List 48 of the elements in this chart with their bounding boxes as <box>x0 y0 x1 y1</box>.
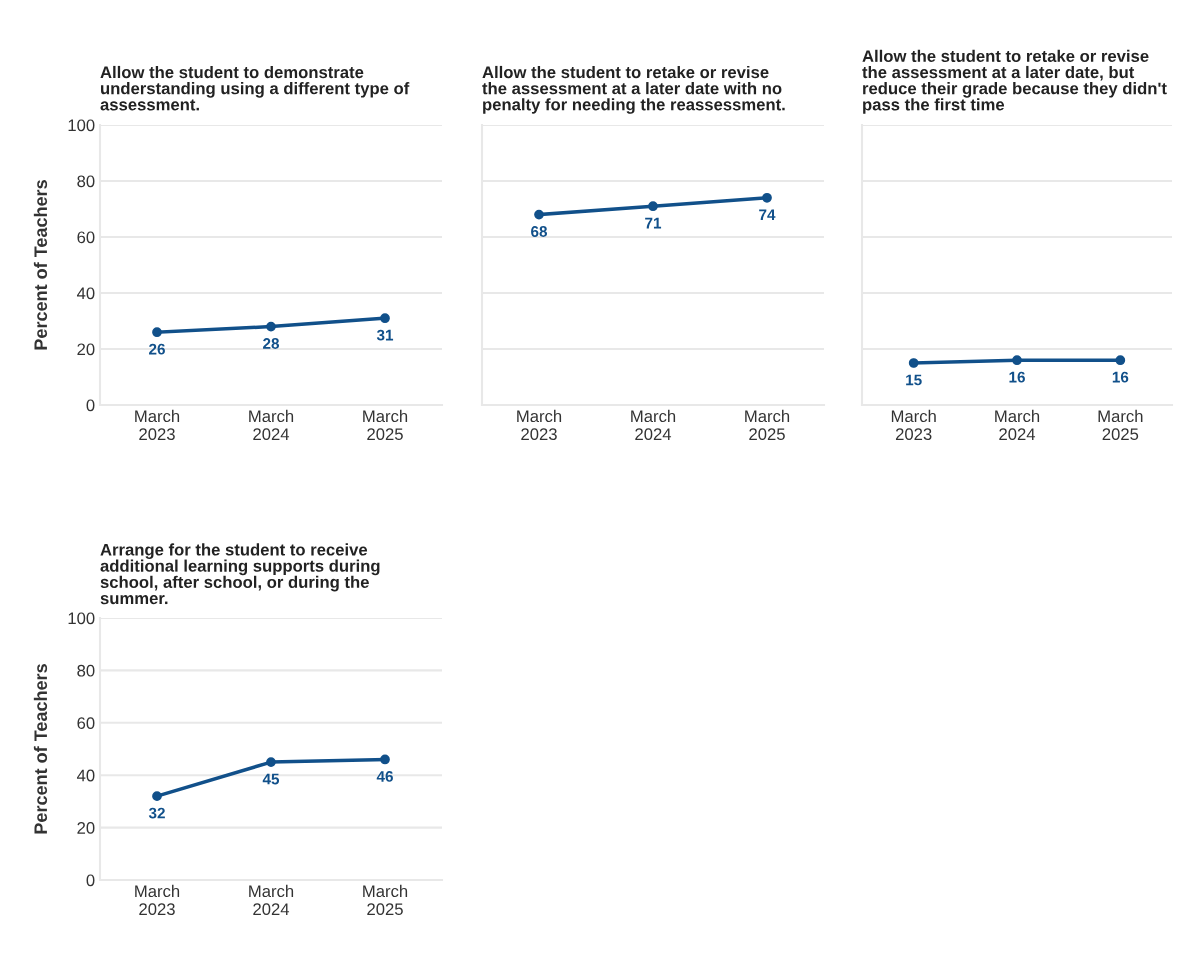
data-label: 68 <box>531 226 548 237</box>
y-tick-label: 60 <box>77 231 95 244</box>
data-label: 31 <box>376 329 394 341</box>
data-label: 71 <box>645 217 662 229</box>
data-label: 26 <box>149 343 165 355</box>
x-tick-label: March 2024 <box>249 409 294 441</box>
y-tick-label: 80 <box>77 664 95 677</box>
chart-title: Arrange for the student to receive additional learning supports during school, after school, or during the summer. <box>100 543 380 605</box>
data-label: 16 <box>1112 371 1129 383</box>
point <box>152 327 162 338</box>
data-label: 28 <box>263 338 280 349</box>
data-label: 45 <box>262 773 280 785</box>
y-tick-label: 60 <box>77 717 95 729</box>
y-axis-title: Percent of Teachers <box>33 180 48 350</box>
x-tick-label: March 2024 <box>995 409 1040 441</box>
x-tick-label: March 2023 <box>517 409 562 441</box>
y-tick-label: 100 <box>68 612 95 625</box>
y-tick-label: 0 <box>86 874 95 887</box>
x-tick-label: March 2023 <box>135 409 180 441</box>
x-tick-label: March 2024 <box>631 409 676 441</box>
y-tick-label: 20 <box>77 343 95 356</box>
x-tick-label: March 2025 <box>363 884 408 916</box>
x-tick-label: March 2025 <box>745 409 790 441</box>
x-tick-label: March 2024 <box>249 884 294 916</box>
data-label: 15 <box>906 374 922 386</box>
x-tick-label: March 2025 <box>363 409 408 441</box>
y-tick-label: 20 <box>77 822 95 834</box>
x-tick-label: March 2025 <box>1098 409 1143 441</box>
data-label: 74 <box>759 209 776 220</box>
y-tick-label: 0 <box>86 399 95 412</box>
data-label: 32 <box>148 807 165 819</box>
point <box>152 791 162 802</box>
y-tick-label: 80 <box>77 175 95 188</box>
data-label: 16 <box>1009 371 1025 383</box>
chart-title: Allow the student to retake or revise the assessment at a later date, but reduce their grade because they didn't pass the first time <box>862 49 1167 114</box>
point <box>380 754 390 765</box>
y-tick-label: 40 <box>76 287 95 300</box>
x-tick-label: March 2023 <box>135 884 180 916</box>
y-axis-title: Percent of Teachers <box>33 664 48 834</box>
point <box>266 757 276 767</box>
y-tick-label: 40 <box>76 769 95 782</box>
y-tick-label: 100 <box>68 119 95 132</box>
point <box>380 313 390 324</box>
point <box>266 321 276 332</box>
x-tick-label: March 2023 <box>891 409 936 441</box>
chart-title: Allow the student to demonstrate understanding using a different type of assessment. <box>100 65 410 111</box>
data-label: 46 <box>376 770 393 782</box>
chart-title: Allow the student to retake or revise the assessment at a later date with no penalty for needing the reassessment. <box>482 65 785 114</box>
